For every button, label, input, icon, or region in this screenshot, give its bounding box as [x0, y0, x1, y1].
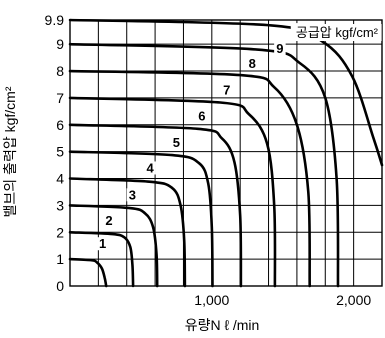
curve-label: 8 — [249, 56, 256, 71]
supply-curve-9 — [68, 42, 340, 288]
pressure-curves — [68, 18, 384, 288]
y-tick-label: 7 — [56, 90, 64, 106]
curve-label: 3 — [129, 187, 136, 202]
curve-label-backdrop — [246, 57, 258, 71]
supply-curve-3 — [68, 204, 159, 288]
curve-label-backdrop — [170, 135, 183, 149]
y-tick-label: 5 — [56, 144, 64, 160]
supply-curve-2 — [68, 231, 135, 288]
curve-label: 9 — [276, 41, 283, 56]
supply-curve-4 — [68, 177, 187, 288]
y-tick-label: 4 — [56, 171, 64, 187]
curve-label-backdrop — [274, 41, 286, 55]
grid — [70, 20, 382, 286]
y-tick-label: 2 — [56, 224, 64, 240]
y-tick-label: 6 — [56, 117, 64, 133]
curve-label: 1 — [99, 236, 106, 251]
supply-curve-7 — [68, 96, 277, 288]
x-tick-label: 2,000 — [336, 292, 371, 308]
y-tick-label: 8 — [56, 63, 64, 79]
curve-label-backdrop — [96, 237, 109, 251]
curve-label: 2 — [105, 213, 112, 228]
legend-title-backdrop — [292, 24, 382, 41]
x-tick-label: 1,000 — [194, 292, 229, 308]
curve-label: 5 — [173, 135, 180, 150]
curve-label: 4 — [147, 160, 155, 175]
supply-curve-1 — [68, 257, 108, 288]
plot-frame — [69, 19, 383, 287]
y-tick-label: 9.9 — [45, 12, 65, 28]
curve-label: 7 — [223, 83, 230, 98]
supply-curve-9-9 — [68, 18, 384, 167]
curve-label: 6 — [198, 109, 205, 124]
curve-label-backdrop — [103, 213, 115, 227]
curve-label-backdrop — [196, 109, 208, 123]
y-tick-label: 3 — [56, 197, 64, 213]
y-tick-label: 0 — [56, 278, 64, 294]
legend-title: 공급압 kgf/cm² — [296, 25, 379, 40]
supply-curve-8 — [68, 69, 311, 288]
curve-label-backdrop — [220, 83, 233, 97]
y-tick-label: 9 — [56, 36, 64, 52]
curve-label-backdrop — [144, 161, 156, 175]
supply-curve-6 — [68, 123, 243, 288]
curve-label-backdrop — [126, 188, 139, 202]
y-axis-title: 밸브의 출력압 kgf/cm² — [2, 86, 18, 217]
supply-curve-5 — [68, 150, 214, 288]
y-tick-label: 1 — [56, 251, 64, 267]
x-axis-title: 유량N ℓ /min — [185, 317, 260, 333]
